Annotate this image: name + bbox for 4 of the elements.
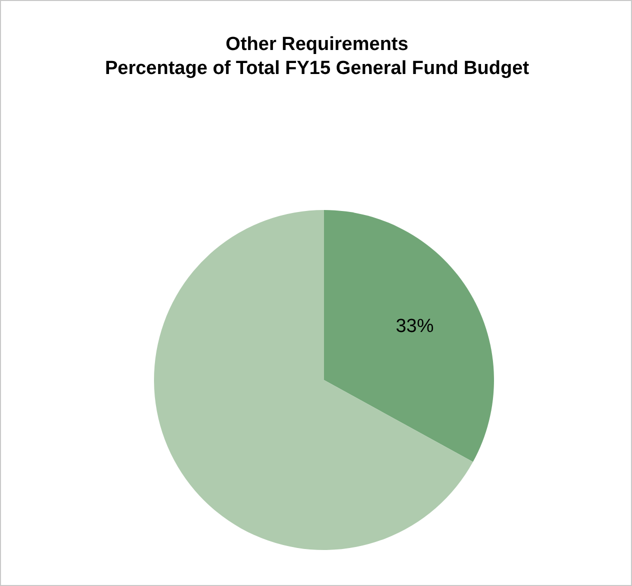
data-label: 33% [396, 316, 434, 337]
pie-slice [324, 210, 494, 462]
pie-slice [154, 210, 473, 550]
chart-title: Other Requirements Percentage of Total FY15 General Fund Budget [104, 33, 530, 81]
